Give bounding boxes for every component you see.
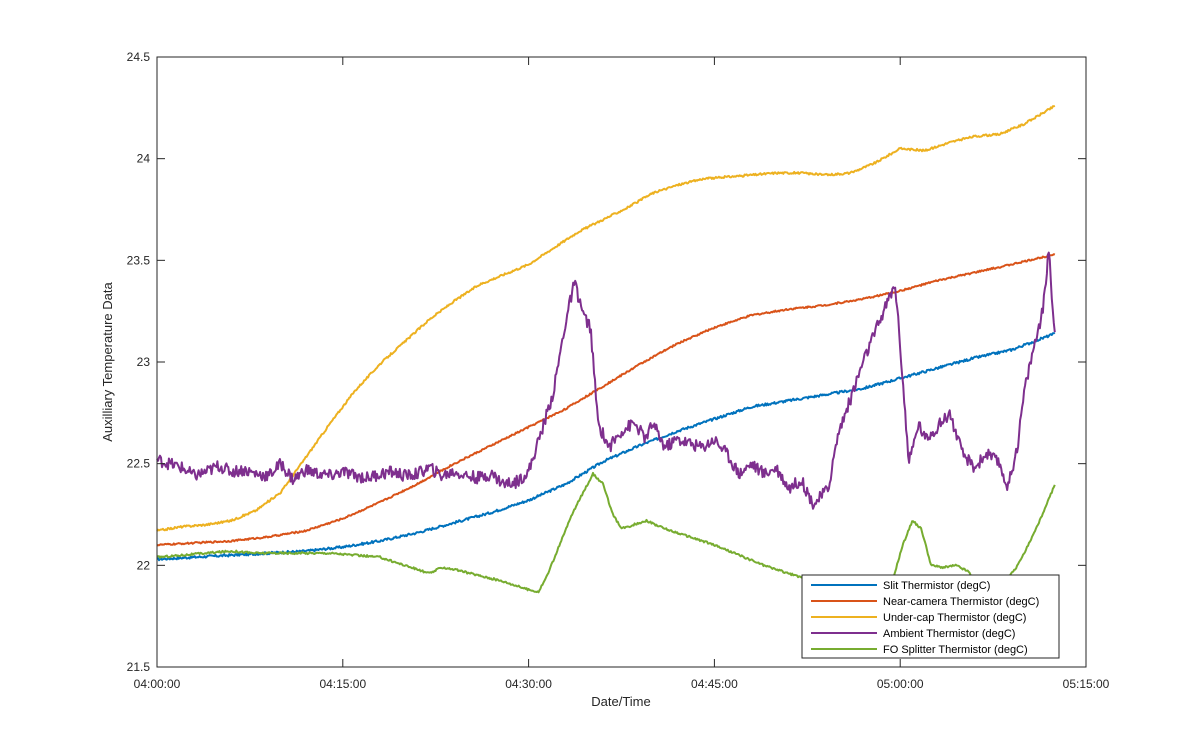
x-tick-label: 04:00:00 (134, 677, 181, 691)
x-tick-label: 05:15:00 (1063, 677, 1110, 691)
series-line-2 (156, 253, 1056, 547)
y-tick-label: 23 (137, 355, 151, 369)
legend-label: Slit Thermistor (degC) (883, 580, 990, 592)
x-tick-label: 05:00:00 (877, 677, 924, 691)
y-tick-label: 24 (137, 152, 151, 166)
x-axis-label: Date/Time (591, 694, 650, 709)
y-axis-label: Auxilliary Temperature Data (100, 282, 115, 442)
legend-label: FO Splitter Thermistor (degC) (883, 644, 1028, 656)
x-tick-label: 04:30:00 (505, 677, 552, 691)
series-line-5 (156, 471, 1056, 604)
y-tick-label: 24.5 (127, 50, 151, 64)
series-line-1 (156, 331, 1056, 562)
y-tick-label: 22.5 (127, 457, 151, 471)
series-line-3 (156, 104, 1056, 532)
legend-label: Under-cap Thermistor (degC) (883, 612, 1026, 624)
series-layer (156, 104, 1056, 604)
legend-label: Near-camera Thermistor (degC) (883, 596, 1039, 608)
series-line-4 (156, 251, 1056, 510)
legend-label: Ambient Thermistor (degC) (883, 628, 1015, 640)
y-tick-label: 23.5 (127, 253, 151, 267)
legend: Slit Thermistor (degC) Near-camera Thermi… (801, 574, 1060, 659)
y-tick-label: 21.5 (127, 660, 151, 674)
x-tick-label: 04:45:00 (691, 677, 738, 691)
y-tick-label: 22 (137, 558, 151, 572)
ticks-layer: 04:00:00 04:15:00 04:30:00 04:45:00 05:00:00… (127, 50, 1110, 691)
x-tick-label: 04:15:00 (319, 677, 366, 691)
